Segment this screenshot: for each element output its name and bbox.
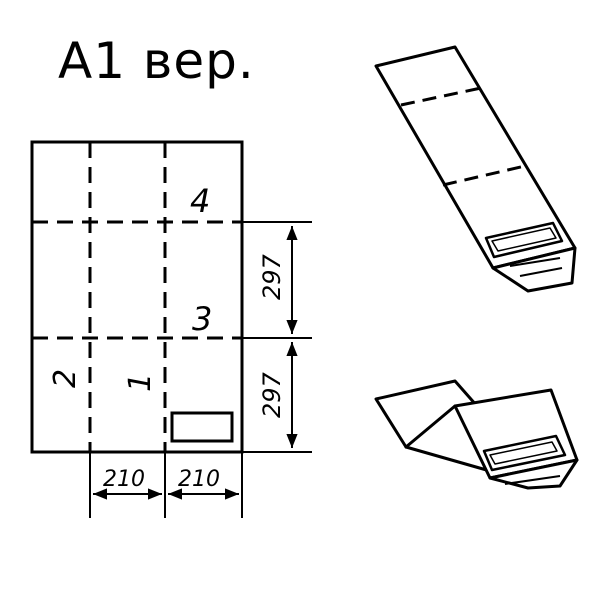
dimension-height-upper: 297 (258, 253, 286, 300)
dimension-height-lower: 297 (258, 371, 286, 418)
folded-sheet-stage-1 (374, 45, 577, 293)
dimension-width-right: 210 (178, 467, 220, 492)
format-title: A1 вер. (58, 32, 255, 90)
title-block (170, 411, 234, 443)
panel-number-2: 2 (48, 369, 83, 388)
panel-number-1: 1 (123, 373, 158, 392)
horizontal-dimensions (89, 452, 243, 518)
panel-number-3: 3 (192, 300, 212, 338)
panel-number-4: 4 (190, 182, 210, 220)
folded-sheet-stage-2 (374, 379, 579, 490)
sheet-outline (30, 140, 244, 454)
dimension-width-left: 210 (103, 467, 145, 492)
fold-lines (32, 142, 242, 452)
vertical-dimensions (242, 221, 312, 453)
